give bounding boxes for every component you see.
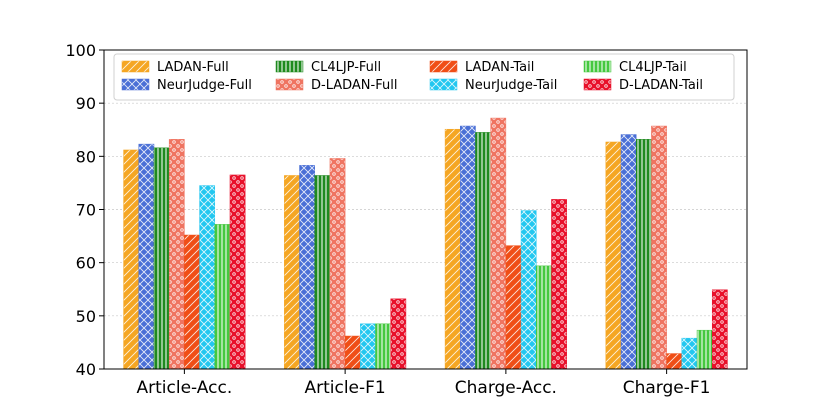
bar-d-ladan-full-charge-f1: [651, 125, 667, 370]
legend-swatch: [275, 78, 304, 91]
legend-swatch: [429, 60, 458, 73]
bar-ladan-tail-article-f1: [344, 335, 361, 370]
bar-neurjudge-tail-article-acc-: [199, 185, 216, 370]
bar-d-ladan-tail-charge-f1: [711, 289, 728, 370]
bar-neurjudge-full-charge-acc-: [460, 125, 476, 370]
legend: LADAN-Full NeurJudge-Full CL4LJP-Full D-LAD…: [113, 53, 735, 101]
bar-neurjudge-tail-charge-acc-: [520, 210, 537, 370]
bar-cl4ljp-full-article-acc-: [153, 147, 170, 370]
bar-ladan-full-charge-f1: [605, 141, 622, 370]
y-tick-label: 50: [76, 307, 96, 326]
y-tick-label: 40: [76, 360, 96, 379]
legend-label: CL4LJP-Tail: [619, 60, 687, 75]
bar-d-ladan-tail-article-acc-: [229, 174, 246, 370]
bar-cl4ljp-full-charge-f1: [635, 139, 652, 370]
bar-cl4ljp-tail-charge-f1: [696, 329, 713, 370]
bar-neurjudge-full-article-acc-: [138, 143, 155, 370]
x-tick-label: Article-F1: [304, 378, 385, 398]
bar-d-ladan-full-article-acc-: [168, 139, 185, 370]
bar-neurjudge-tail-charge-f1: [681, 337, 698, 370]
bar-neurjudge-full-charge-f1: [620, 134, 637, 370]
bar-ladan-tail-charge-f1: [666, 353, 683, 370]
bar-ladan-full-charge-acc-: [444, 128, 461, 370]
bar-cl4ljp-tail-article-f1: [375, 323, 391, 370]
legend-label: D-LADAN-Full: [311, 78, 397, 93]
bar-ladan-tail-charge-acc-: [505, 245, 522, 370]
legend-swatch: [583, 78, 612, 91]
x-tick-label: Charge-F1: [623, 378, 711, 398]
legend-swatch: [121, 78, 150, 91]
legend-label: LADAN-Tail: [465, 60, 534, 75]
bar-d-ladan-full-article-f1: [329, 158, 346, 370]
bar-cl4ljp-tail-article-acc-: [214, 224, 231, 370]
bar-cl4ljp-full-charge-acc-: [475, 132, 491, 370]
bar-d-ladan-tail-charge-acc-: [551, 199, 567, 370]
legend-swatch: [275, 60, 304, 73]
legend-label: CL4LJP-Full: [311, 60, 381, 75]
bar-neurjudge-tail-article-f1: [360, 323, 376, 370]
y-tick-label: 90: [76, 94, 96, 113]
bars: [123, 117, 728, 370]
bar-cl4ljp-tail-charge-acc-: [536, 265, 552, 370]
x-tick-label: Charge-Acc.: [455, 378, 557, 398]
legend-swatch: [583, 60, 612, 73]
bar-ladan-tail-article-acc-: [184, 234, 200, 370]
y-tick-label: 60: [76, 254, 96, 273]
bar-cl4ljp-full-article-f1: [314, 175, 331, 370]
legend-swatch: [429, 78, 458, 91]
y-tick-label: 100: [65, 41, 96, 60]
bar-ladan-full-article-f1: [284, 175, 300, 370]
legend-box: [113, 53, 735, 101]
bar-ladan-full-article-acc-: [123, 149, 140, 370]
x-tick-label: Article-Acc.: [137, 378, 233, 398]
y-tick-label: 80: [76, 147, 96, 166]
legend-label: NeurJudge-Tail: [465, 78, 557, 93]
bar-d-ladan-full-charge-acc-: [490, 117, 507, 370]
legend-label: D-LADAN-Tail: [619, 78, 703, 93]
y-tick-label: 70: [76, 201, 96, 220]
plot-frame: [103, 49, 748, 370]
bar-d-ladan-tail-article-f1: [390, 298, 407, 370]
legend-swatch: [121, 60, 150, 73]
legend-label: NeurJudge-Full: [157, 78, 252, 93]
legend-label: LADAN-Full: [157, 60, 229, 75]
axes: 40 50 60 70 80 90 100 Article-Acc. Article-F1 Cha…: [65, 41, 748, 398]
bar-neurjudge-full-article-f1: [299, 165, 315, 370]
